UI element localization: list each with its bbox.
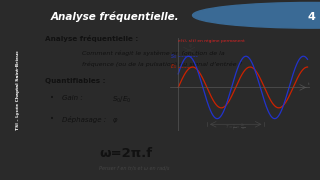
Text: Analyse fréquentielle :: Analyse fréquentielle :: [45, 35, 139, 42]
Text: $S_0$: $S_0$: [170, 52, 177, 61]
Text: Penser f en tr/s et ω en rad/s: Penser f en tr/s et ω en rad/s: [99, 165, 170, 170]
Text: Comment réagit le système en fonction de la: Comment réagit le système en fonction de…: [82, 50, 225, 55]
Text: $T=\frac{1}{f}=\frac{2\pi}{\omega}$: $T=\frac{1}{f}=\frac{2\pi}{\omega}$: [225, 123, 246, 134]
Text: •: •: [50, 95, 53, 101]
Text: $S_0/E_0$: $S_0/E_0$: [112, 95, 131, 105]
Text: 4: 4: [308, 12, 316, 22]
Text: Gain :: Gain :: [62, 95, 85, 101]
Text: Analyse fréquentielle.: Analyse fréquentielle.: [51, 12, 180, 22]
Text: TSI – Lycée Chaptal Saint-Brieuc: TSI – Lycée Chaptal Saint-Brieuc: [16, 50, 20, 130]
Text: Déphasage :   φ: Déphasage : φ: [62, 116, 118, 123]
Text: ω=2π.f: ω=2π.f: [99, 147, 152, 160]
Text: φ: φ: [189, 43, 192, 48]
Text: fréquence (ou de la pulsation) du signal d’entrée ?: fréquence (ou de la pulsation) du signal…: [82, 62, 242, 68]
Text: $E_0$: $E_0$: [170, 63, 177, 71]
Text: Quantifiables :: Quantifiables :: [45, 78, 106, 84]
Circle shape: [193, 3, 320, 28]
Text: •: •: [50, 116, 53, 122]
Text: t: t: [308, 82, 310, 86]
Text: e(t), s(t) en régime permanent: e(t), s(t) en régime permanent: [178, 39, 245, 43]
